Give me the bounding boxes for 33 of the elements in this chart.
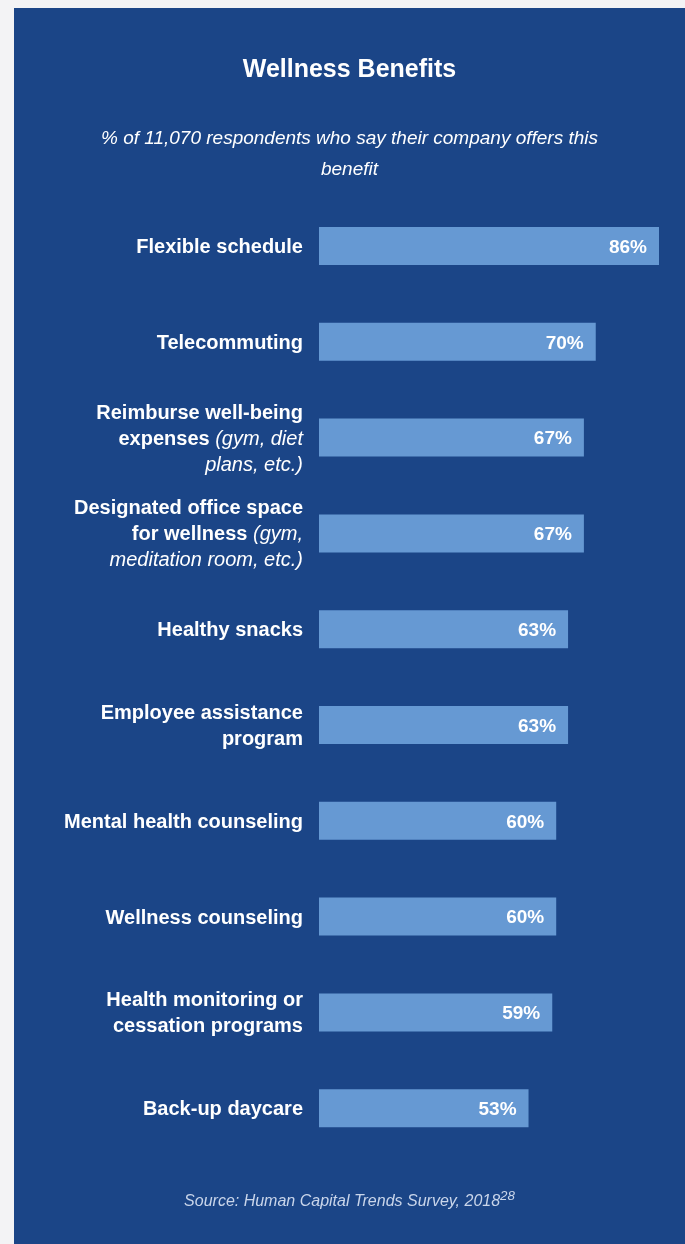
bar bbox=[319, 993, 553, 1032]
bar bbox=[319, 897, 557, 936]
bar bbox=[319, 514, 584, 553]
y-tick-label: Mental health counseling bbox=[64, 809, 303, 832]
chart-title: Wellness Benefits bbox=[241, 54, 458, 83]
data-label: 67% bbox=[533, 523, 572, 545]
data-label: 86% bbox=[608, 235, 648, 257]
data-label: 59% bbox=[502, 1002, 541, 1024]
bar bbox=[319, 1089, 529, 1128]
data-label: 53% bbox=[478, 1097, 517, 1119]
data-label: 63% bbox=[518, 714, 557, 736]
data-label: 63% bbox=[518, 618, 557, 640]
data-label: 60% bbox=[506, 906, 545, 928]
data-label: 60% bbox=[506, 810, 545, 832]
bar bbox=[319, 610, 569, 649]
y-tick-label: Wellness counseling bbox=[105, 905, 303, 928]
bar bbox=[319, 706, 569, 744]
y-tick-label: Telecommuting bbox=[156, 330, 303, 353]
source-note: Source: Human Capital Trends Survey, 2018$^{28}$ bbox=[183, 1188, 516, 1211]
category-label: Health monitoring or cessation programs bbox=[106, 988, 303, 1037]
y-tick-label: Healthy snacks bbox=[157, 618, 303, 641]
bar bbox=[319, 322, 596, 361]
bar bbox=[319, 801, 557, 840]
data-label: 70% bbox=[545, 331, 584, 353]
y-tick-label: Back-up daycare bbox=[142, 1097, 303, 1120]
y-tick-label: Flexible schedule bbox=[136, 234, 303, 257]
chart-subtitle: % of 11,070 respondents who say their company offers this benefit bbox=[99, 126, 600, 181]
category-label: Designated office space for wellness (gym, meditation room, etc.) bbox=[74, 496, 303, 571]
y-tick-label: Employee assistance program bbox=[100, 700, 303, 749]
data-label: 67% bbox=[533, 427, 572, 449]
bar bbox=[319, 418, 584, 457]
y-tick-label: Reimburse well-being expenses (gym, diet plans, etc.) bbox=[96, 400, 305, 475]
bar bbox=[319, 227, 659, 265]
